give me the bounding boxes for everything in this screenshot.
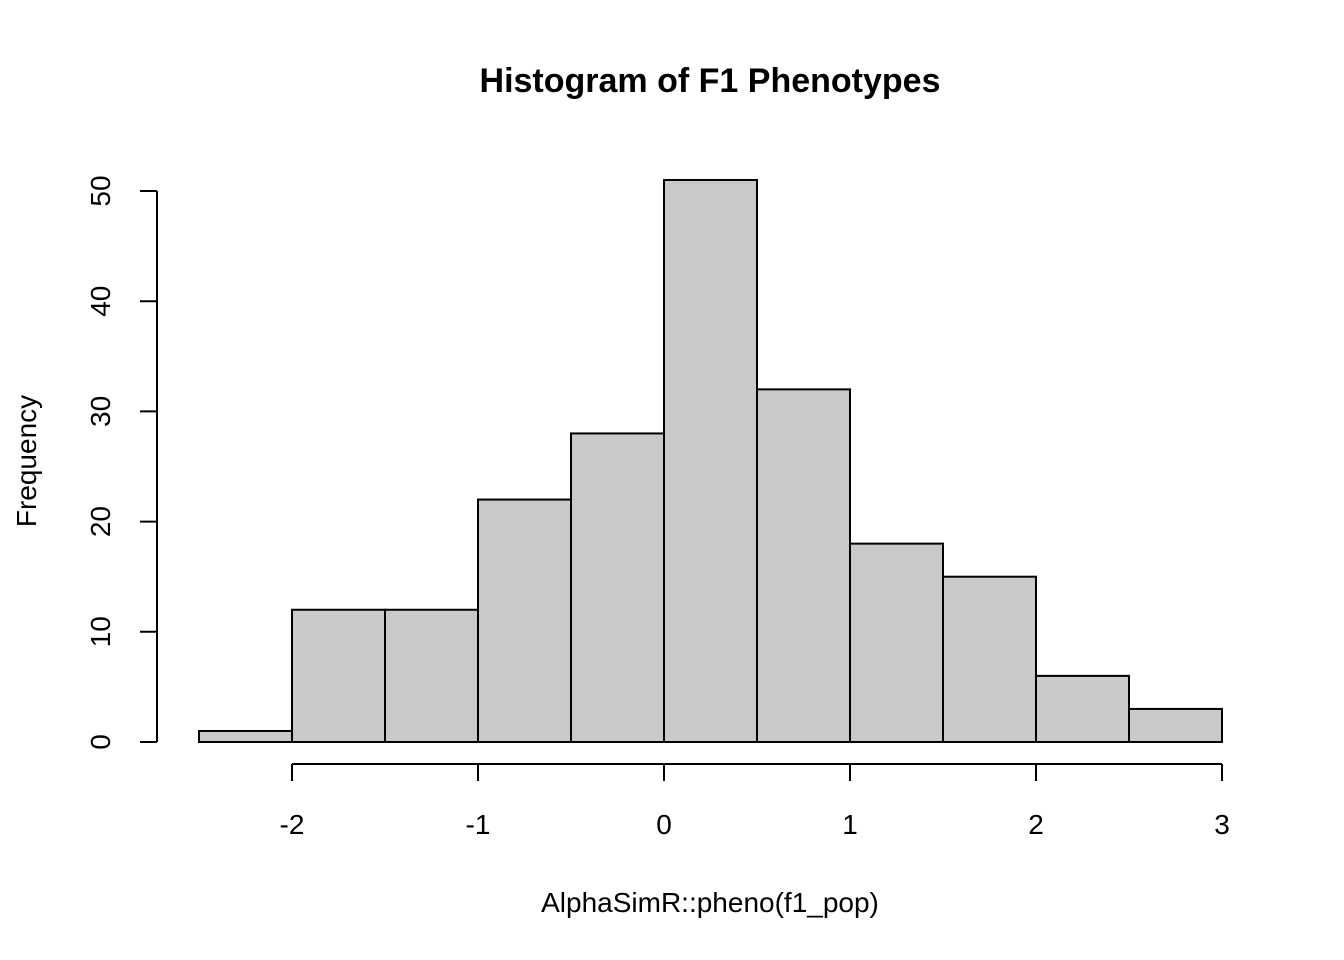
x-tick-label: 1 [842, 809, 858, 840]
histogram-bar [942, 575, 1037, 744]
histogram-bar [570, 432, 665, 743]
y-axis: 0 10 20 30 40 50 [85, 175, 158, 750]
y-tick-label: 50 [85, 175, 116, 206]
bars-group [198, 178, 1223, 744]
x-tick-label: -1 [466, 809, 491, 840]
histogram-bar [849, 542, 944, 744]
x-tick-label: -2 [280, 809, 305, 840]
y-tick-label: 20 [85, 506, 116, 537]
histogram-bar [384, 608, 479, 744]
y-tick-label: 40 [85, 286, 116, 317]
histogram-bar [1035, 674, 1130, 744]
histogram-bar [663, 178, 758, 744]
x-tick-label: 2 [1028, 809, 1044, 840]
histogram-bar [756, 388, 851, 743]
histogram-bar [1128, 707, 1223, 744]
chart-title: Histogram of F1 Phenotypes [480, 62, 941, 100]
y-axis-label: Frequency [11, 395, 42, 527]
x-tick-label: 0 [656, 809, 672, 840]
y-tick-label: 0 [85, 734, 116, 750]
y-tick-label: 30 [85, 396, 116, 427]
histogram-bar [477, 498, 572, 743]
x-tick-label: 3 [1214, 809, 1230, 840]
x-axis-label: AlphaSimR::pheno(f1_pop) [541, 887, 879, 918]
histogram-bar [198, 729, 293, 743]
x-axis: -2 -1 0 1 2 3 [280, 763, 1230, 840]
histogram-bar [291, 608, 386, 744]
y-tick-label: 10 [85, 616, 116, 647]
